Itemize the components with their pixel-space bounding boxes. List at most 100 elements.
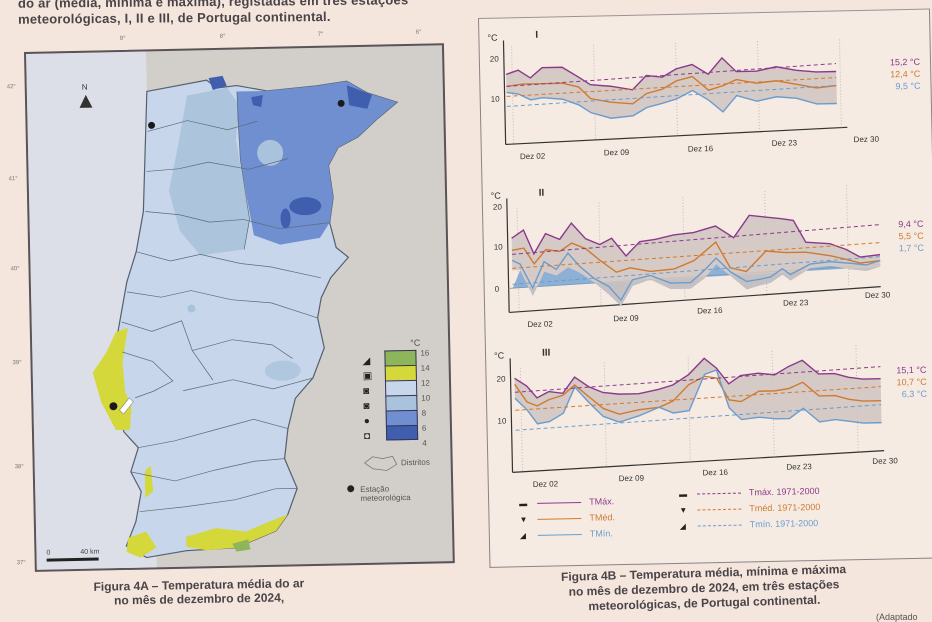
scale-end: 40 km: [80, 548, 100, 556]
legend-station-symbols: ◢ ▣ ◙ ◙ ● ◘: [362, 354, 373, 444]
x-tick: Dez 02: [519, 151, 546, 162]
legend-unit: °C: [410, 337, 421, 348]
tmed-normal-label: Tméd. 1971-2000: [749, 501, 821, 514]
x-tick: Dez 02: [532, 479, 559, 489]
station-marker-lisbon: [109, 402, 118, 411]
map-area: N ▲ °C ◢ ▣ ◙ ◙ ● ◘ 16 14: [24, 43, 455, 572]
tmax-label: TMáx.: [589, 496, 615, 507]
x-tick: Dez 16: [697, 305, 723, 316]
tmed-line-swatch: [537, 517, 582, 520]
longitude-tick: 6°: [415, 29, 422, 36]
latitude-tick: 41°: [8, 176, 18, 183]
x-tick: Dez 09: [603, 147, 630, 158]
tmax-line-swatch: [537, 501, 582, 504]
symbol-v-icon: ●: [363, 415, 370, 427]
legend-tick: 6: [421, 423, 427, 433]
band-10-12: [384, 379, 418, 396]
x-tick: Dez 16: [702, 467, 729, 478]
latitude-tick: 40°: [10, 266, 20, 273]
symbol-iv-icon: ◙: [363, 400, 370, 412]
normals-annotation: 15,2 °C 12,4 °C 9,5 °C: [890, 56, 921, 93]
north-arrow-icon: ▲: [74, 87, 98, 113]
intro-text: do ar (média, mínima e máxima), registad…: [18, 0, 409, 28]
tmax-normal-label: Tmáx. 1971-2000: [748, 485, 820, 498]
legend-tmin: ◢ TMín.: [520, 528, 613, 540]
latitude-tick: 37°: [16, 560, 26, 567]
longitude-tick: 7°: [317, 31, 324, 38]
x-tick: Dez 23: [782, 298, 809, 308]
x-tick: Dez 23: [786, 462, 812, 472]
band-14-16: [384, 349, 417, 366]
intro-line-2: meteorológicas, I, II e III, de Portugal…: [18, 8, 331, 27]
tmed-label: TMéd.: [589, 512, 616, 523]
legend-station: Estação meteorológica: [347, 484, 411, 503]
band-8-10: [385, 394, 418, 411]
figure-4a-map: 9° 8° 7° 6° 42° 41° 40° 39° 38° 37°: [7, 30, 455, 572]
band-4-6: [385, 424, 419, 441]
legend-tmed-normal: ▼ Tméd. 1971-2000: [679, 502, 820, 515]
symbol-i-icon: ◢: [362, 355, 371, 367]
north-arrow: N ▲: [74, 83, 98, 113]
x-tick: Dez 23: [771, 138, 798, 148]
legend-tick: 16: [420, 348, 430, 358]
tmed-normal-symbol-icon: ▼: [679, 505, 688, 515]
normal-med-value: 5,5 °C: [898, 230, 924, 242]
legend-tick: 8: [421, 408, 427, 418]
tmin-symbol-icon: ◢: [519, 530, 527, 540]
figure-4a-caption: Figura 4A – Temperatura média do ar no m…: [64, 576, 334, 609]
legend-color-bands: [384, 349, 419, 441]
normals-annotation: 15,1 °C 10,7 °C 6,3 °C: [896, 364, 927, 401]
figure-4b-charts: °C I 20 10 Dez 02 Dez 09 Dez 16 Dez 23 D…: [478, 8, 932, 568]
latitude-tick: 39°: [12, 360, 22, 367]
normal-min-value: 1,7 °C: [898, 242, 925, 254]
x-tick: Dez 30: [853, 134, 880, 145]
chart-plot-i: [502, 39, 848, 146]
chart-station-ii: °C II 20 10 0 Dez 02 Dez 09 Dez 16 Dez 2…: [488, 176, 931, 335]
figure-4b-caption: Figura 4B – Temperatura média, mínima e …: [493, 560, 914, 617]
chart-station-i: °C I 20 10 Dez 02 Dez 09 Dez 16 Dez 23 D…: [485, 18, 928, 177]
legend-tmin-normal: ◢ Tmín. 1971-2000: [680, 518, 819, 531]
normal-max-value: 9,4 °C: [898, 218, 924, 230]
normal-med-value: 10,7 °C: [896, 376, 927, 388]
normal-max-value: 15,1 °C: [896, 364, 927, 376]
station-marker-northeast: [337, 99, 345, 107]
x-tick: Dez 16: [687, 144, 714, 154]
normal-min-value: 6,3 °C: [901, 388, 928, 400]
tmin-normal-label: Tmín. 1971-2000: [749, 517, 819, 530]
x-tick: Dez 30: [872, 456, 898, 466]
source-note: (Adaptado: [876, 612, 918, 622]
tmax-normal-line-swatch: [696, 492, 742, 495]
latitude-tick: 38°: [14, 464, 24, 471]
scale-start: 0: [46, 549, 51, 557]
normal-max-value: 15,2 °C: [889, 56, 921, 68]
legend-tick: 14: [420, 363, 430, 373]
legend-tmax: ▬ TMáx.: [519, 496, 614, 508]
station-marker-north: [148, 121, 156, 129]
normal-med-value: 12,4 °C: [890, 68, 921, 80]
band-12-14: [384, 364, 417, 381]
station-dot-icon: [347, 485, 355, 493]
temperature-legend: °C ◢ ▣ ◙ ◙ ● ◘ 16 14 12 10: [347, 337, 448, 503]
tmin-normal-symbol-icon: ◢: [679, 521, 686, 531]
district-outline-icon: [364, 455, 398, 471]
legend-tick: 10: [421, 393, 431, 403]
x-tick: Dez 09: [618, 473, 645, 484]
longitude-tick: 8°: [219, 33, 226, 40]
normal-min-value: 9,5 °C: [895, 80, 921, 92]
chart-station-iii: °C III 20 10 Dez 02 Dez 09 Dez 16 Dez 23…: [492, 336, 932, 495]
station-label-2: meteorológica: [360, 493, 411, 504]
symbol-iii-icon: ◙: [363, 385, 370, 397]
tmed-symbol-icon: ▼: [519, 514, 528, 524]
legend-tmax-normal: ▬ Tmáx. 1971-2000: [679, 486, 820, 499]
symbol-vi-icon: ◘: [364, 430, 371, 442]
band-6-8: [385, 409, 418, 426]
portugal-map: [92, 75, 399, 559]
legend-tick: 4: [422, 438, 427, 448]
x-tick: Dez 09: [613, 313, 639, 324]
symbol-ii-icon: ▣: [362, 370, 373, 382]
legend-tick: 12: [420, 378, 431, 388]
chart-plot-ii: [506, 185, 881, 314]
latitude-tick: 42°: [6, 84, 16, 91]
scale-bar: 0 40 km: [46, 549, 99, 562]
longitude-tick: 9°: [119, 35, 126, 42]
